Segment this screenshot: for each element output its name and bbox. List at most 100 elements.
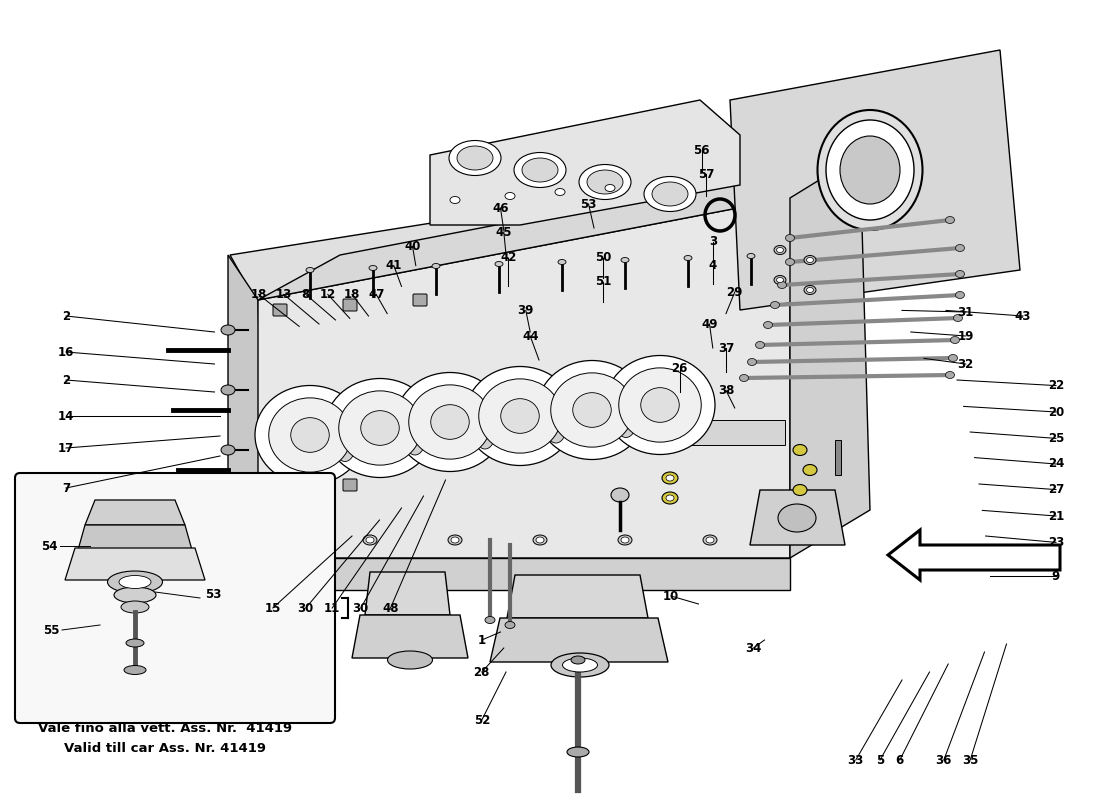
Ellipse shape [409, 385, 492, 459]
Ellipse shape [748, 358, 757, 366]
Ellipse shape [522, 158, 558, 182]
Ellipse shape [336, 431, 355, 462]
Polygon shape [228, 255, 265, 555]
Ellipse shape [644, 177, 696, 211]
Ellipse shape [826, 120, 914, 220]
Text: 18: 18 [344, 288, 360, 301]
Ellipse shape [618, 535, 632, 545]
Ellipse shape [774, 275, 786, 285]
Text: 9: 9 [1052, 570, 1060, 582]
Ellipse shape [124, 666, 146, 674]
Ellipse shape [840, 136, 900, 204]
Polygon shape [65, 548, 205, 580]
Text: 20: 20 [1048, 406, 1064, 418]
Ellipse shape [616, 407, 636, 438]
Text: 51: 51 [595, 275, 610, 288]
Ellipse shape [368, 266, 377, 270]
Text: 18: 18 [251, 288, 266, 301]
Ellipse shape [739, 374, 748, 382]
Text: 47: 47 [368, 288, 384, 301]
Ellipse shape [666, 495, 674, 501]
Text: 57: 57 [698, 168, 714, 181]
Text: 23: 23 [1048, 536, 1064, 549]
Text: 7: 7 [62, 482, 70, 494]
Text: 25: 25 [1048, 432, 1064, 445]
Ellipse shape [621, 258, 629, 262]
Ellipse shape [747, 254, 755, 258]
FancyBboxPatch shape [273, 484, 287, 496]
FancyBboxPatch shape [273, 304, 287, 316]
Ellipse shape [778, 504, 816, 532]
Text: 27: 27 [1048, 483, 1064, 496]
FancyBboxPatch shape [343, 479, 358, 491]
Ellipse shape [500, 398, 539, 434]
Text: 45: 45 [495, 226, 512, 238]
Ellipse shape [448, 535, 462, 545]
Ellipse shape [558, 259, 566, 265]
FancyBboxPatch shape [412, 294, 427, 306]
Text: 21: 21 [1048, 510, 1064, 522]
Polygon shape [352, 615, 468, 658]
Text: 16: 16 [58, 346, 74, 358]
Polygon shape [730, 50, 1020, 310]
Ellipse shape [387, 651, 432, 669]
Ellipse shape [793, 485, 807, 495]
Ellipse shape [119, 575, 151, 589]
Text: 22: 22 [1048, 379, 1064, 392]
Ellipse shape [785, 234, 794, 242]
Ellipse shape [954, 314, 962, 322]
Text: 1: 1 [477, 634, 486, 646]
Ellipse shape [587, 170, 623, 194]
Text: 37: 37 [718, 342, 734, 354]
Ellipse shape [456, 146, 493, 170]
Text: 52: 52 [474, 714, 490, 726]
Ellipse shape [126, 639, 144, 647]
Ellipse shape [605, 355, 715, 454]
Ellipse shape [361, 410, 399, 446]
Ellipse shape [465, 366, 575, 466]
Text: Valid till car Ass. Nr. 41419: Valid till car Ass. Nr. 41419 [64, 742, 266, 754]
Text: 2: 2 [62, 310, 70, 322]
Text: 38: 38 [718, 384, 734, 397]
Ellipse shape [449, 141, 500, 175]
Text: 29: 29 [727, 286, 742, 298]
Ellipse shape [763, 322, 772, 329]
Ellipse shape [405, 425, 425, 455]
Ellipse shape [546, 413, 566, 443]
Ellipse shape [366, 537, 374, 543]
Ellipse shape [221, 385, 235, 395]
Text: 19: 19 [958, 330, 974, 342]
Text: 40: 40 [405, 240, 420, 253]
Ellipse shape [536, 537, 544, 543]
Text: 13: 13 [276, 288, 292, 301]
Ellipse shape [640, 388, 680, 422]
Ellipse shape [108, 571, 163, 593]
Ellipse shape [793, 445, 807, 455]
Polygon shape [258, 198, 790, 558]
Text: 3: 3 [708, 235, 717, 248]
Polygon shape [507, 575, 648, 618]
Ellipse shape [495, 262, 503, 266]
Text: 31: 31 [958, 306, 974, 318]
Ellipse shape [475, 419, 495, 449]
Ellipse shape [306, 267, 313, 273]
Ellipse shape [774, 246, 786, 254]
Ellipse shape [948, 354, 957, 362]
Ellipse shape [121, 601, 148, 613]
Polygon shape [265, 420, 785, 445]
Ellipse shape [806, 287, 814, 293]
Text: 39: 39 [518, 304, 534, 317]
FancyBboxPatch shape [15, 473, 335, 723]
Text: 42: 42 [500, 251, 516, 264]
Text: 8: 8 [301, 288, 310, 301]
Text: 53: 53 [581, 198, 596, 210]
Ellipse shape [652, 182, 688, 206]
Ellipse shape [290, 418, 329, 452]
FancyBboxPatch shape [343, 299, 358, 311]
Polygon shape [888, 530, 1060, 580]
Ellipse shape [514, 153, 566, 187]
Polygon shape [258, 155, 860, 300]
Ellipse shape [505, 622, 515, 629]
Text: 41: 41 [386, 259, 402, 272]
Text: 4: 4 [708, 259, 717, 272]
